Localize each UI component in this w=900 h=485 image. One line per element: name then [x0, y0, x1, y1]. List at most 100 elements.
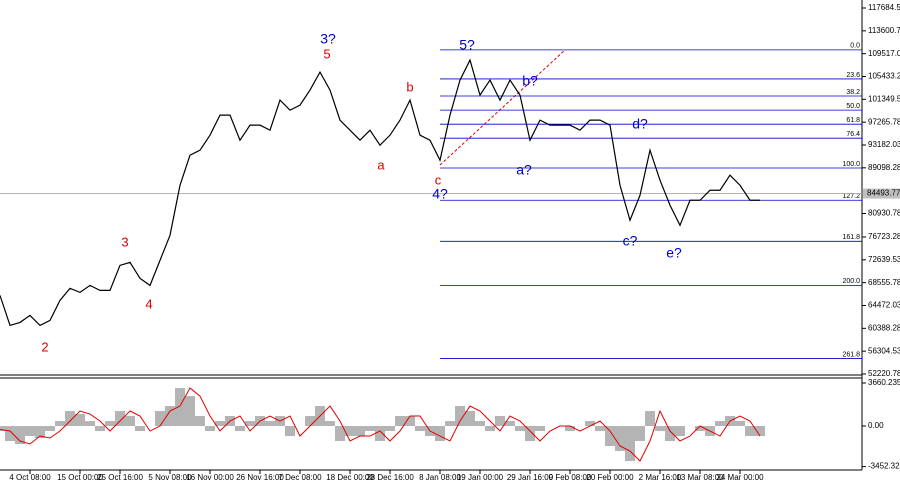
wave-label: a: [377, 157, 385, 172]
osc-bar: [695, 426, 705, 432]
osc-bar: [325, 421, 335, 427]
osc-bar: [605, 426, 615, 447]
fib-label: 38.2: [846, 89, 860, 96]
osc-bar: [0, 426, 5, 432]
wave-label: d?: [632, 116, 648, 132]
osc-bar: [245, 421, 255, 427]
osc-bar: [365, 426, 375, 432]
osc-bar: [175, 388, 185, 427]
fib-label: 100.0: [842, 161, 860, 168]
osc-bar: [665, 426, 675, 442]
fib-label: 0.0: [850, 43, 860, 50]
fib-label: 61.8: [846, 117, 860, 124]
wave-label: b: [406, 79, 413, 94]
osc-bar: [415, 426, 425, 432]
x-tick-label: 26 Nov 16:00: [236, 473, 284, 482]
x-tick-label: 20 Feb 00:00: [586, 473, 634, 482]
osc-bar: [185, 396, 195, 427]
wave-label: c?: [623, 233, 638, 249]
x-tick-label: 8 Jan 08:00: [419, 473, 461, 482]
x-tick-label: 15 Oct 00:00: [57, 473, 103, 482]
osc-bar: [455, 406, 465, 427]
osc-bar: [485, 426, 495, 432]
x-tick-label: 5 Nov 08:00: [148, 473, 192, 482]
wave-label: a?: [516, 162, 532, 178]
y-tick-label: 113600.78: [868, 26, 900, 35]
fib-label: 161.8: [842, 234, 860, 241]
y-tick-label: 109517.03: [868, 49, 900, 58]
osc-bar: [745, 426, 755, 437]
y-tick-label: 117684.53: [868, 3, 900, 12]
wave-label: 4: [145, 296, 152, 311]
osc-bar: [95, 426, 105, 432]
y-tick-label: 60388.28: [868, 323, 900, 332]
osc-bar: [675, 426, 685, 437]
osc-bar: [215, 421, 225, 427]
y-tick-label: 89098.28: [868, 163, 900, 172]
osc-bar: [445, 421, 455, 427]
price-line: [0, 58, 760, 327]
x-tick-label: 2 Mar 16:00: [639, 473, 682, 482]
osc-bar: [125, 416, 135, 427]
last-price-label: 84493.77: [867, 189, 900, 198]
osc-bar: [735, 421, 745, 427]
osc-bar: [405, 416, 415, 427]
y-tick-label: 64472.03: [868, 301, 900, 310]
fib-label: 23.6: [846, 72, 860, 79]
y-tick-label: 72639.53: [868, 255, 900, 264]
osc-bar: [345, 426, 355, 437]
osc-bar: [355, 426, 365, 437]
last-price-box: [863, 188, 900, 199]
osc-bar: [305, 416, 315, 427]
osc-bar: [205, 426, 215, 432]
wave-label: 5: [323, 46, 330, 61]
osc-bar: [585, 421, 595, 427]
osc-bar: [645, 411, 655, 427]
osc-bar: [565, 426, 575, 432]
osc-bar: [165, 406, 175, 427]
wave-label: c: [435, 172, 442, 187]
fib-label: 200.0: [842, 278, 860, 285]
fib-label: 76.4: [846, 131, 860, 138]
osc-bar: [25, 426, 35, 437]
x-tick-label: 24 Mar 00:00: [716, 473, 764, 482]
x-tick-label: 4 Oct 08:00: [9, 473, 51, 482]
osc-bar: [105, 421, 115, 427]
x-tick-label: 7 Dec 08:00: [278, 473, 322, 482]
osc-bar: [525, 426, 535, 442]
osc-bar: [475, 421, 485, 427]
x-tick-label: 18 Dec 00:00: [326, 473, 374, 482]
wave-label: 3?: [320, 31, 336, 47]
wave-label: 2: [41, 339, 48, 354]
osc-bar: [195, 416, 205, 427]
channel-line: [439, 49, 566, 166]
wave-label: 4?: [432, 186, 448, 202]
fib-label: 261.8: [842, 351, 860, 358]
osc-bar: [335, 426, 345, 442]
signal-line: [0, 387, 761, 462]
x-tick-label: 9 Feb 08:00: [549, 473, 592, 482]
y-tick-label: 93182.03: [868, 140, 900, 149]
x-tick-label: 16 Nov 00:00: [186, 473, 234, 482]
y-tick-label: 56304.53: [868, 346, 900, 355]
osc-bar: [265, 421, 275, 427]
y-tick-label: 52220.78: [868, 369, 900, 378]
osc-bar: [15, 426, 25, 445]
osc-bar: [655, 426, 665, 432]
osc-bar: [435, 426, 445, 442]
y-tick-label: -3452.32: [868, 462, 900, 471]
osc-bar: [535, 426, 545, 432]
y-tick-label: 80930.78: [868, 209, 900, 218]
osc-bar: [375, 426, 385, 442]
x-tick-label: 25 Oct 16:00: [97, 473, 143, 482]
osc-bar: [395, 416, 405, 427]
y-tick-label: 0.00: [868, 421, 884, 430]
wave-label: e?: [666, 245, 682, 261]
osc-bar: [45, 426, 55, 432]
osc-bar: [385, 426, 395, 432]
osc-bar: [755, 426, 765, 437]
y-tick-label: 101349.53: [868, 94, 900, 103]
osc-bar: [235, 426, 245, 432]
